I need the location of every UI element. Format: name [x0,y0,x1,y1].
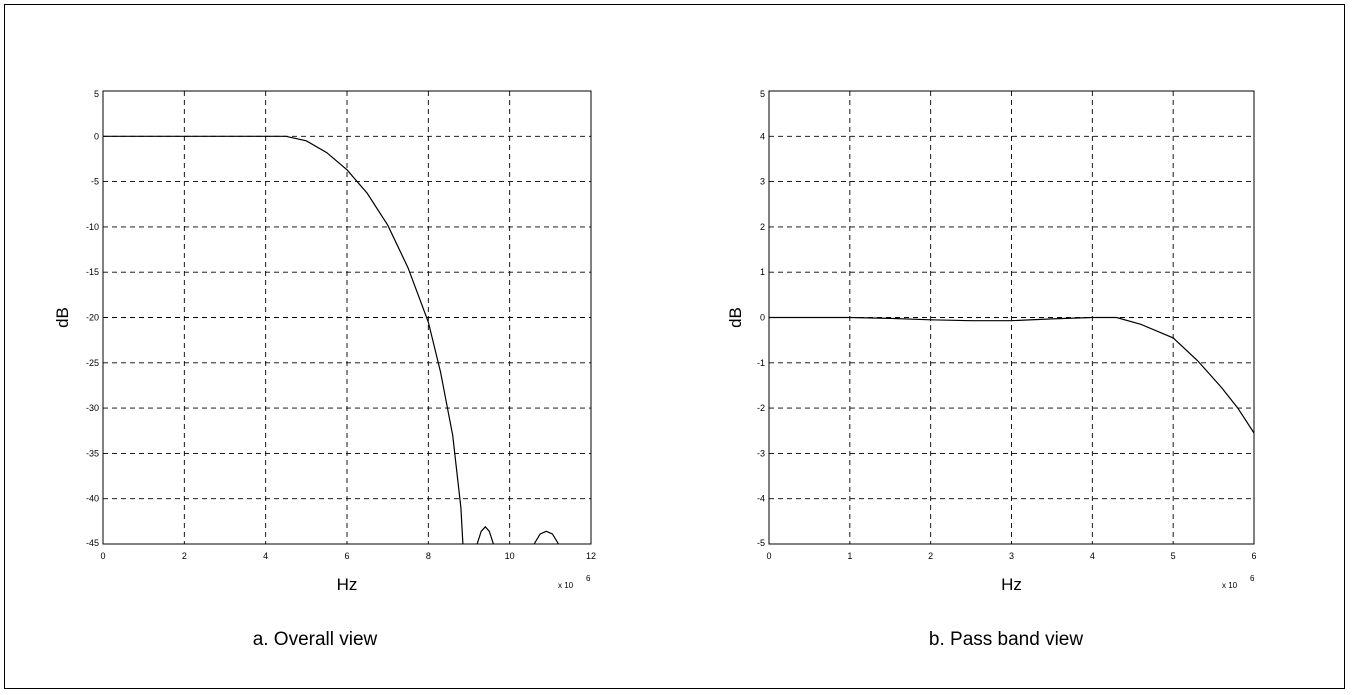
passband-y-tick-label: -3 [757,448,765,458]
overall-x-tick-label: 6 [344,551,349,561]
overall-x-tick-label: 4 [263,551,268,561]
passband-y-tick-label: 5 [760,89,765,99]
passband-y-tick-label: 0 [760,313,765,323]
figure-frame [4,4,1345,689]
passband-y-tick-label: -5 [757,538,765,548]
passband-response-line-0 [769,316,1254,434]
overall-x-multiplier-exponent: 6 [586,574,591,583]
overall-y-tick-label: -40 [86,494,99,504]
passband-y-tick-label: -2 [757,403,765,413]
overall-y-tick-label: 5 [94,89,99,99]
passband-x-tick-label: 2 [928,551,933,561]
overall-y-tick-label: -30 [86,403,99,413]
passband-x-multiplier-exponent: 6 [1250,574,1255,583]
overall-response-line-2 [533,530,560,544]
overall-y-tick-label: -35 [86,448,99,458]
overall-x-axis-label: Hz [337,575,358,594]
passband-x-multiplier: x 10 [1222,581,1238,590]
passband-y-tick-label: 1 [760,267,765,277]
overall-y-axis-label: dB [53,307,72,328]
passband-x-tick-label: 0 [766,551,771,561]
overall-caption: a. Overall view [253,629,378,650]
overall-y-tick-label: -20 [86,313,99,323]
passband-y-axis-label: dB [726,307,745,328]
passband-y-tick-label: 3 [760,177,765,187]
passband-y-tick-label: 2 [760,222,765,232]
overall-x-tick-label: 10 [505,551,515,561]
overall-y-tick-label: -5 [91,177,99,187]
overall-y-tick-label: -15 [86,267,99,277]
passband-y-tick-label: -4 [757,494,765,504]
passband-x-tick-label: 3 [1009,551,1014,561]
passband-x-tick-label: 4 [1090,551,1095,561]
overall-x-multiplier: x 10 [558,581,574,590]
overall-y-tick-label: 0 [94,131,99,141]
overall-plot-box [102,90,592,545]
passband-x-tick-label: 6 [1251,551,1256,561]
passband-y-tick-label: -1 [757,358,765,368]
overall-response-line-1 [476,525,494,544]
overall-x-tick-label: 0 [100,551,105,561]
overall-y-tick-label: -45 [86,538,99,548]
overall-x-tick-label: 8 [426,551,431,561]
passband-x-axis-label: Hz [1001,575,1022,594]
passband-y-tick-label: 4 [760,131,765,141]
overall-y-tick-label: -25 [86,358,99,368]
overall-x-tick-label: 2 [182,551,187,561]
overall-x-tick-label: 12 [586,551,596,561]
passband-x-tick-label: 1 [847,551,852,561]
passband-caption: b. Pass band view [929,629,1083,650]
passband-x-tick-label: 5 [1171,551,1176,561]
overall-y-tick-label: -10 [86,222,99,232]
overall-response-line-0 [103,135,464,544]
